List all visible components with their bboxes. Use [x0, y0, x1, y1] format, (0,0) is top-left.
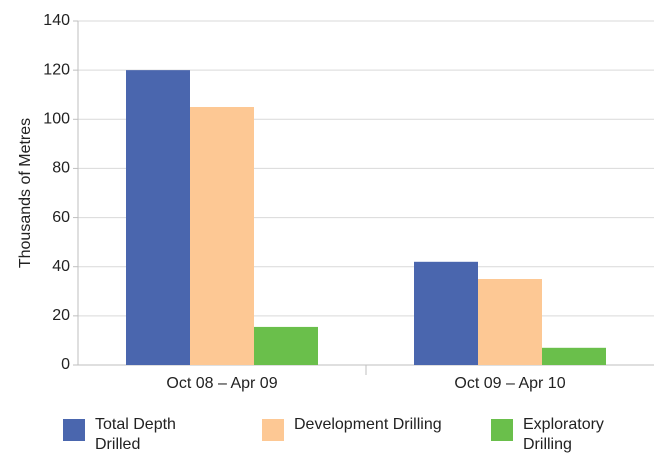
bar	[190, 107, 254, 365]
legend-item: Total Depth Drilled	[63, 415, 215, 455]
legend-swatch	[491, 419, 513, 441]
x-tick-label: Oct 09 – Apr 10	[454, 375, 565, 392]
x-tick-label: Oct 08 – Apr 09	[166, 375, 277, 392]
legend-item: Exploratory Drilling	[491, 415, 643, 455]
legend-label: Development Drilling	[294, 416, 442, 433]
y-tick-label: 40	[52, 258, 70, 275]
y-tick-label: 120	[43, 61, 70, 78]
legend-label: Total Depth Drilled	[95, 416, 176, 453]
y-tick-label: 100	[43, 111, 70, 128]
legend-item: Development Drilling	[262, 415, 444, 441]
legend-swatch	[262, 419, 284, 441]
legend-label: Exploratory Drilling	[523, 416, 604, 453]
y-tick-label: 20	[52, 307, 70, 324]
legend-swatch	[63, 419, 85, 441]
bar	[478, 279, 542, 365]
bar	[414, 261, 478, 365]
bar	[254, 326, 318, 365]
y-tick-label: 140	[43, 12, 70, 29]
y-tick-label: 60	[52, 209, 70, 226]
bar	[542, 347, 606, 365]
y-tick-label: 0	[61, 356, 70, 373]
y-tick-label: 80	[52, 160, 70, 177]
bar	[126, 70, 190, 366]
y-axis-label: Thousands of Metres	[17, 118, 34, 268]
